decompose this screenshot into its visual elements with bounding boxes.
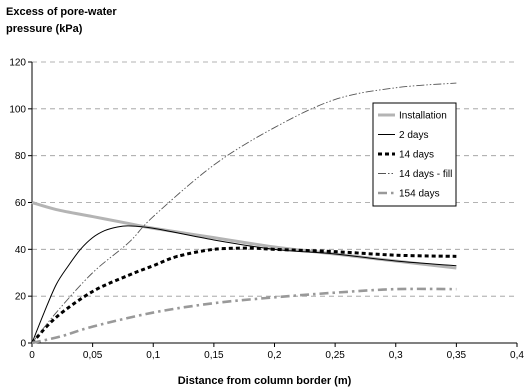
y-tick-label-2: 40 [15, 245, 27, 256]
y-tick-label-5: 100 [9, 104, 26, 115]
x-tick-label-0: 0 [29, 350, 35, 361]
legend-label-2: 14 days [399, 150, 434, 161]
series-line-2 [30, 246, 457, 345]
legend-label-4: 154 days [399, 189, 440, 200]
x-tick-label-7: 0,35 [447, 350, 467, 361]
y-axis-label: Excess of pore-water pressure (kPa) [6, 4, 117, 38]
y-axis-label-line-1: Excess of pore-water [6, 6, 117, 18]
x-tick-label-3: 0,15 [204, 350, 224, 361]
series-lines [30, 82, 457, 345]
y-tick-label-1: 20 [15, 292, 27, 303]
series-line-3 [31, 82, 457, 344]
series-line-4 [31, 287, 457, 345]
x-axis-label: Distance from column border (m) [177, 375, 352, 387]
tick-labels: 0 20 40 60 80 100 120 0 0,05 0,1 0,15 0,2 0,25 0,3 0,3… [9, 58, 524, 362]
series-line-1 [31, 225, 457, 344]
y-tick-label-0: 0 [20, 339, 26, 350]
legend-label-0: Installation [399, 111, 447, 122]
x-tick-label-1: 0,05 [83, 350, 103, 361]
y-tick-label-6: 120 [9, 58, 26, 69]
y-tick-label-4: 80 [15, 151, 27, 162]
y-tick-label-3: 60 [15, 198, 27, 209]
legend-label-1: 2 days [399, 130, 428, 141]
x-tick-label-5: 0,25 [325, 350, 345, 361]
x-tick-label-6: 0,3 [389, 350, 403, 361]
legend: Installation 2 days 14 days 14 days - fill 1… [372, 102, 457, 207]
legend-label-3: 14 days - fill [399, 169, 452, 180]
x-tick-label-8: 0,4 [510, 350, 524, 361]
x-tick-label-2: 0,1 [146, 350, 160, 361]
x-tick-label-4: 0,2 [268, 350, 282, 361]
y-axis-label-line-2: pressure (kPa) [6, 23, 83, 35]
